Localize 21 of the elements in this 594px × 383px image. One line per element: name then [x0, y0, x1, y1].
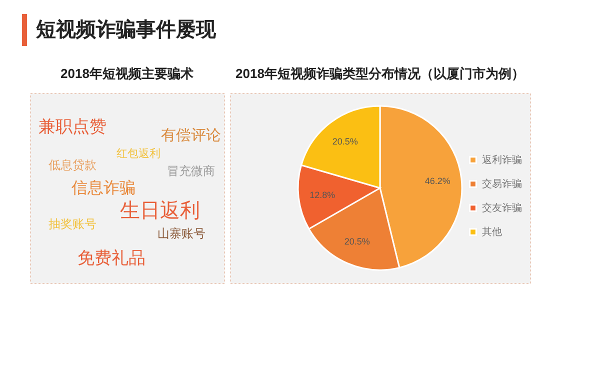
- text: 有偿评论: [161, 126, 222, 144]
- data-label: 20.5%: [344, 236, 370, 246]
- text: 免费礼品: [77, 248, 146, 268]
- text: 2018年短视频主要骗术: [60, 66, 194, 81]
- legend-label: 交友诈骗: [482, 202, 522, 214]
- text: 短视频诈骗事件屡现: [36, 18, 216, 43]
- text: 生日返利: [120, 200, 200, 222]
- text: 山寨账号: [157, 226, 206, 241]
- text: 冒充微商: [167, 164, 216, 178]
- text: 红包返利: [116, 146, 161, 160]
- text: 低息贷款: [48, 158, 97, 172]
- text: 兼职点赞: [38, 117, 107, 136]
- chart-title: 2018年短视频诈骗类型分布情况（以厦门市为例）: [236, 66, 524, 81]
- data-label: 46.2%: [424, 176, 450, 186]
- text: 信息诈骗: [72, 179, 136, 197]
- legend-label: 返利诈骗: [482, 154, 522, 166]
- data-label: 12.8%: [310, 190, 336, 200]
- data-label: 20.5%: [332, 136, 358, 147]
- text: 抽奖账号: [48, 217, 97, 232]
- legend-label: 交易诈骗: [482, 178, 522, 190]
- legend-label: 其他: [482, 226, 502, 238]
